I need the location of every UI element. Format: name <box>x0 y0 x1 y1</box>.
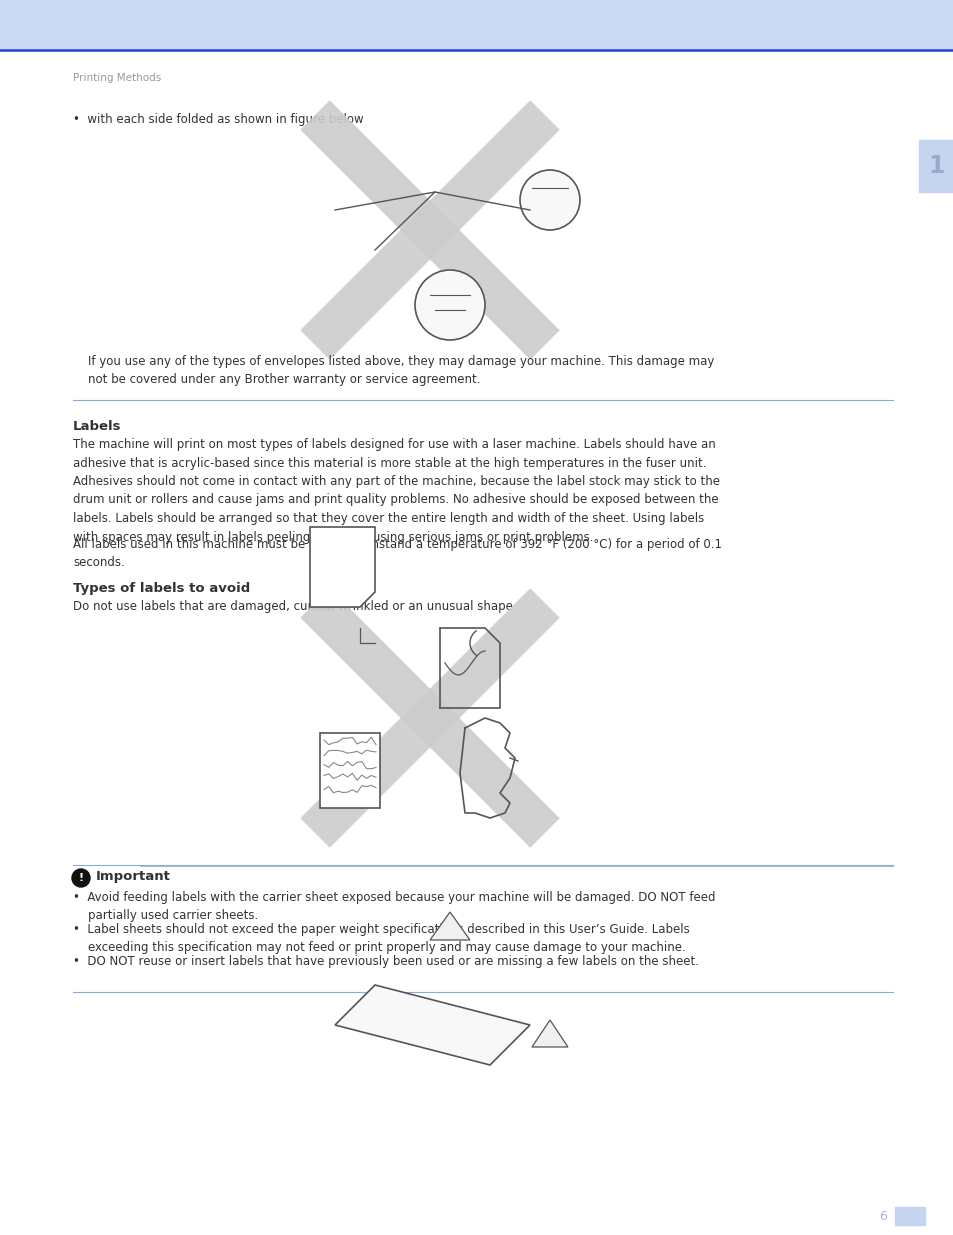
Text: !: ! <box>78 873 84 883</box>
Text: •  Label sheets should not exceed the paper weight specifications described in t: • Label sheets should not exceed the pap… <box>73 923 689 953</box>
Text: 6: 6 <box>878 1209 886 1223</box>
Text: The machine will print on most types of labels designed for use with a laser mac: The machine will print on most types of … <box>73 438 720 543</box>
Text: Important: Important <box>96 869 171 883</box>
Text: •  with each side folded as shown in figure below: • with each side folded as shown in figu… <box>73 114 363 126</box>
Text: Do not use labels that are damaged, curled, wrinkled or an unusual shape.: Do not use labels that are damaged, curl… <box>73 600 517 613</box>
Text: Printing Methods: Printing Methods <box>73 73 161 83</box>
Bar <box>319 734 379 808</box>
Text: •  DO NOT reuse or insert labels that have previously been used or are missing a: • DO NOT reuse or insert labels that hav… <box>73 955 699 968</box>
Text: All labels used in this machine must be able to withstand a temperature of 392 °: All labels used in this machine must be … <box>73 538 721 569</box>
Text: If you use any of the types of envelopes listed above, they may damage your mach: If you use any of the types of envelopes… <box>73 354 714 387</box>
Circle shape <box>415 270 484 340</box>
Text: Labels: Labels <box>73 420 121 433</box>
Text: 1: 1 <box>927 154 943 178</box>
Circle shape <box>71 869 90 887</box>
Polygon shape <box>532 1020 567 1047</box>
Text: Types of labels to avoid: Types of labels to avoid <box>73 582 250 595</box>
Polygon shape <box>430 911 470 940</box>
Bar <box>918 140 953 191</box>
Polygon shape <box>335 986 530 1065</box>
Bar <box>894 1207 924 1225</box>
Bar <box>0 0 953 49</box>
Polygon shape <box>310 527 375 606</box>
Text: •  Avoid feeding labels with the carrier sheet exposed because your machine will: • Avoid feeding labels with the carrier … <box>73 890 715 923</box>
Circle shape <box>519 170 579 230</box>
